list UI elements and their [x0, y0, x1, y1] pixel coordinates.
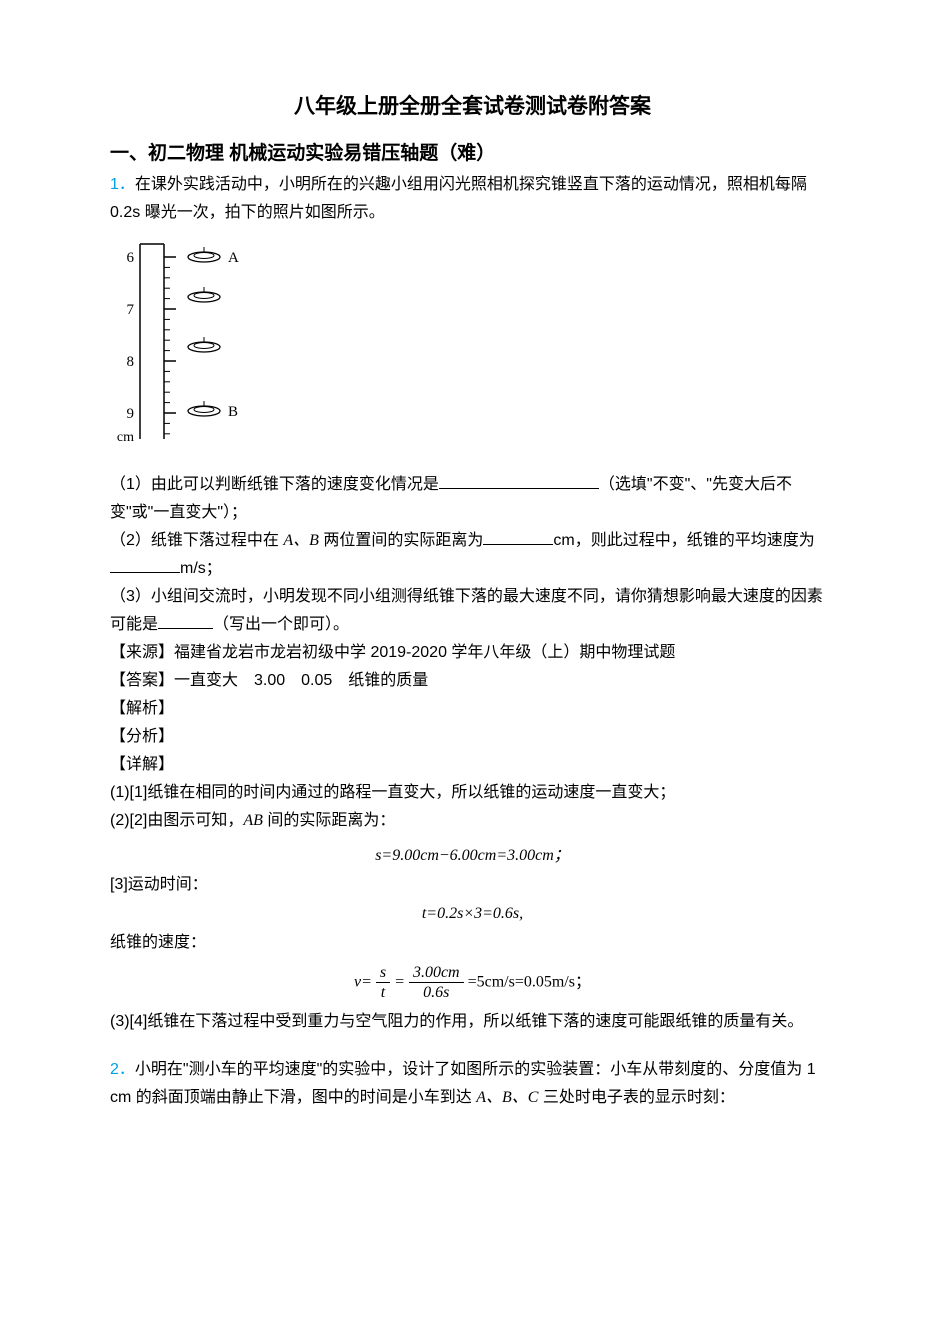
svg-text:7: 7	[127, 302, 135, 318]
eq3-pre: v=	[354, 973, 372, 990]
frac-num: 3.00cm	[409, 963, 464, 983]
q1-xiangjie: 【详解】	[110, 751, 835, 779]
q1-part1: （1）由此可以判断纸锥下落的速度变化情况是（选填"不变"、"先变大后不变"或"一…	[110, 471, 835, 527]
doc-title: 八年级上册全册全套试卷测试卷附答案	[110, 90, 835, 120]
svg-text:B: B	[228, 404, 238, 420]
q1-p2d: m/s；	[180, 560, 222, 577]
q1-d2b: 间的实际距离为：	[263, 812, 395, 829]
frac-den: t	[376, 983, 390, 1002]
q1-fenxi: 【分析】	[110, 723, 835, 751]
frac-den: 0.6s	[409, 983, 464, 1002]
svg-text:8: 8	[127, 354, 135, 370]
fraction: 3.00cm 0.6s	[409, 963, 464, 1002]
q1-intro: 在课外实践活动中，小明所在的兴趣小组用闪光照相机探究锥竖直下落的运动情况，照相机…	[110, 176, 807, 221]
svg-text:6: 6	[127, 250, 135, 266]
q1-source: 【来源】福建省龙岩市龙岩初级中学 2019-2020 学年八年级（上）期中物理试…	[110, 639, 835, 667]
q1-block: 1．在课外实践活动中，小明所在的兴趣小组用闪光照相机探究锥竖直下落的运动情况，照…	[110, 171, 835, 227]
q1-eq2: t=0.2s×3=0.6s,	[110, 905, 835, 923]
q1-ab2: AB	[243, 812, 263, 829]
q2-abc: A、B、C	[476, 1089, 538, 1106]
eq3-eq: =	[394, 973, 405, 990]
blank	[483, 528, 553, 545]
spacer	[110, 1036, 835, 1056]
q1-number: 1．	[110, 176, 135, 193]
fraction: s t	[376, 963, 390, 1002]
q1-p2b: 两位置间的实际距离为	[319, 532, 483, 549]
section-heading: 一、初二物理 机械运动实验易错压轴题（难）	[110, 138, 835, 165]
q1-ab: A、B	[283, 532, 319, 549]
q2-text-b: 三处时电子表的显示时刻：	[538, 1089, 734, 1106]
svg-text:9: 9	[127, 406, 135, 422]
q1-p2c: cm，则此过程中，纸锥的平均速度为	[553, 532, 814, 549]
q1-part3: （3）小组间交流时，小明发现不同小组测得纸锥下落的最大速度不同，请你猜想影响最大…	[110, 583, 835, 639]
q2-number: 2．	[110, 1061, 135, 1078]
q1-p1a: （1）由此可以判断纸锥下落的速度变化情况是	[110, 476, 439, 493]
q1-figure: 6 7 8 9 cm A B	[110, 239, 835, 459]
q1-answer: 【答案】一直变大 3.00 0.05 纸锥的质量	[110, 667, 835, 695]
q2-block: 2．小明在"测小车的平均速度"的实验中，设计了如图所示的实验装置：小车从带刻度的…	[110, 1056, 835, 1112]
blank	[158, 612, 213, 629]
q1-eq1: s=9.00cm−6.00cm=3.00cm；	[110, 841, 835, 865]
q1-p3b: （写出一个即可）。	[213, 616, 349, 633]
q1-d1: (1)[1]纸锥在相同的时间内通过的路程一直变大，所以纸锥的运动速度一直变大；	[110, 779, 835, 807]
eq3-post: =5cm/s=0.05m/s；	[468, 973, 591, 990]
q1-d5: (3)[4]纸锥在下落过程中受到重力与空气阻力的作用，所以纸锥下落的速度可能跟纸…	[110, 1008, 835, 1036]
q1-part2: （2）纸锥下落过程中在 A、B 两位置间的实际距离为 cm，则此过程中，纸锥的平均…	[110, 527, 835, 583]
q1-p2a: （2）纸锥下落过程中在	[110, 532, 283, 549]
q1-d2: (2)[2]由图示可知，AB 间的实际距离为：	[110, 807, 835, 835]
svg-text:A: A	[228, 250, 239, 266]
blank	[110, 556, 180, 573]
q1-jiexi: 【解析】	[110, 695, 835, 723]
q1-eq3: v= s t = 3.00cm 0.6s =5cm/s=0.05m/s；	[110, 963, 835, 1002]
ruler-diagram: 6 7 8 9 cm A B	[110, 239, 270, 454]
frac-num: s	[376, 963, 390, 983]
q1-d4: 纸锥的速度：	[110, 929, 835, 957]
q1-d3: [3]运动时间：	[110, 871, 835, 899]
blank	[439, 472, 599, 489]
page: 八年级上册全册全套试卷测试卷附答案 一、初二物理 机械运动实验易错压轴题（难） …	[0, 0, 945, 1172]
q1-d2a: (2)[2]由图示可知，	[110, 812, 243, 829]
svg-text:cm: cm	[117, 430, 134, 445]
